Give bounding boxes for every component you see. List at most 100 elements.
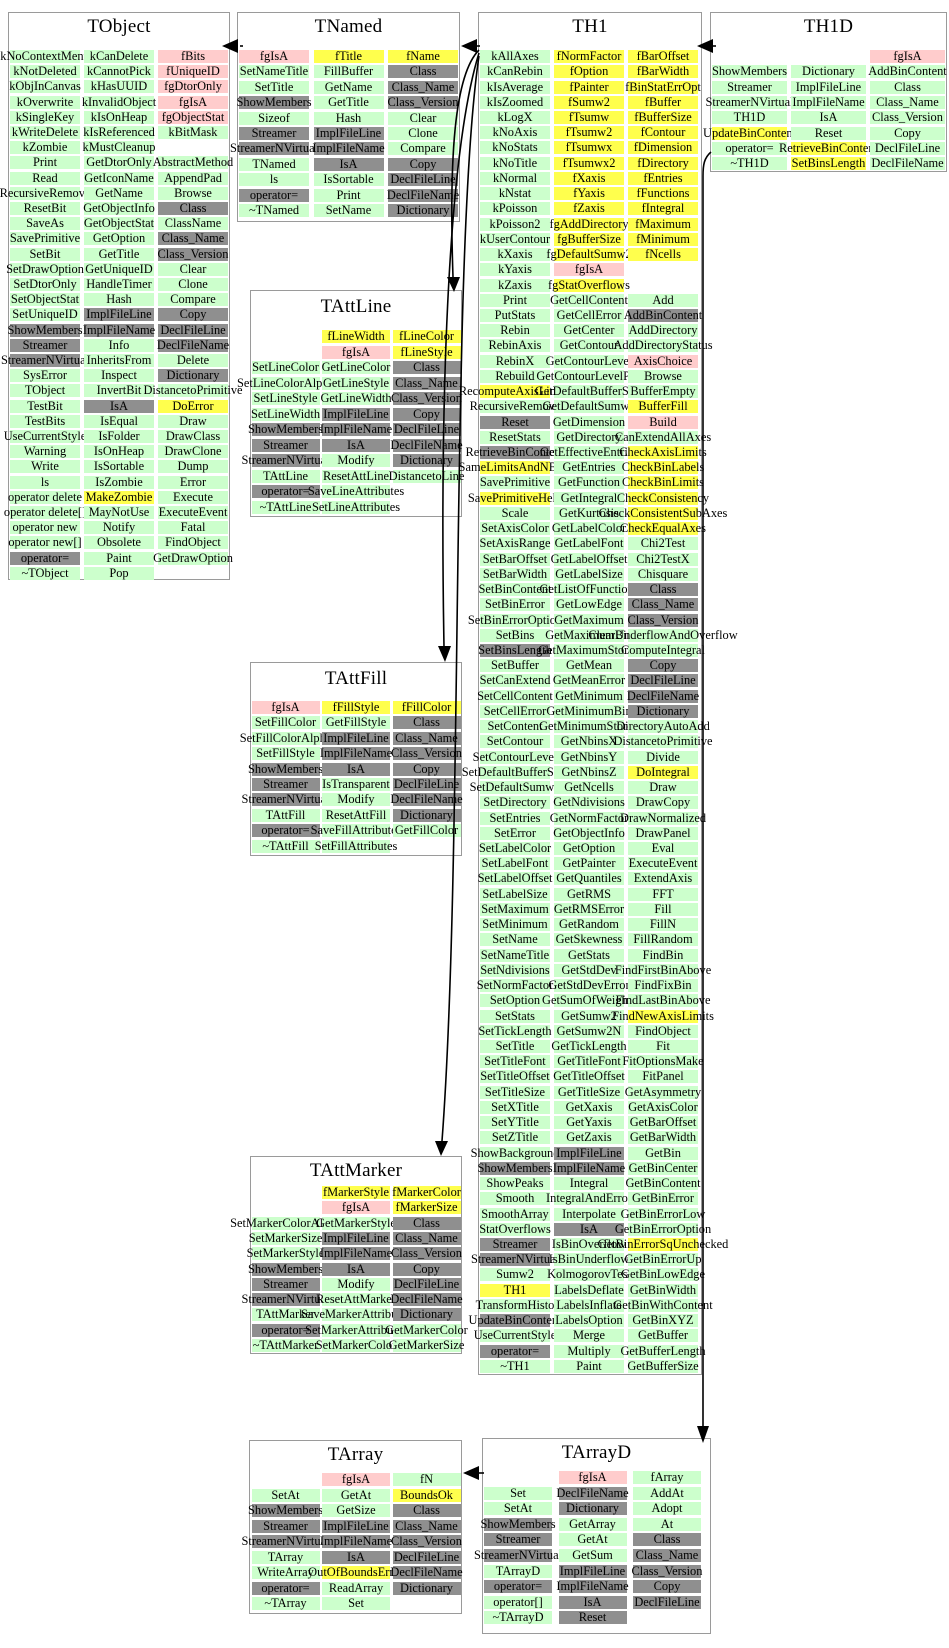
- member-cell-th1-kIsZoomed: kIsZoomed: [480, 95, 550, 109]
- member-cell-th1-SetOption: SetOption: [480, 994, 550, 1008]
- member-cell-th1-Copy: Copy: [628, 659, 698, 673]
- member-cell-th1-GetBinWithContent: GetBinWithContent: [613, 1297, 713, 1312]
- member-cell-th1-fgAddDirectory: fgAddDirectory: [549, 216, 629, 231]
- member-cell-th1-SetStats: SetStats: [480, 1009, 550, 1023]
- member-cell-tnamed-Compare: Compare: [388, 142, 458, 156]
- member-cell-tobject-Class_Version: Class_Version: [157, 246, 229, 261]
- member-cell-th1-GetMaximumBin: GetMaximumBin: [545, 627, 633, 642]
- member-cell-tobject-GetUniqueID: GetUniqueID: [84, 261, 154, 276]
- member-cell-th1-GetQuantiles: GetQuantiles: [554, 872, 624, 886]
- member-cell-th1-GetAsymmetry: GetAsymmetry: [624, 1084, 702, 1099]
- member-cell-tarray-ImplFileLine: ImplFileLine: [322, 1518, 390, 1533]
- member-cell-th1-fgDefaultSumw2: fgDefaultSumw2: [546, 247, 632, 261]
- member-cell-th1-GetBinCenter: GetBinCenter: [628, 1160, 698, 1175]
- member-cell-tarray-WriteArray: WriteArray: [251, 1566, 320, 1579]
- member-cell-tnamed-operator_: operator=: [239, 188, 309, 202]
- member-cell-th1-SetBinsLength: SetBinsLength: [478, 643, 552, 657]
- member-cell-tobject-SetObjectStat: SetObjectStat: [10, 292, 80, 307]
- member-cell-th1-fDirectory: fDirectory: [628, 156, 698, 170]
- member-cell-tattfill-GetFillColor: GetFillColor: [392, 824, 461, 838]
- member-cell-tnamed-IsA: IsA: [313, 157, 384, 171]
- member-cell-th1-GetBinContent: GetBinContent: [625, 1176, 701, 1190]
- member-cell-tobject-kNotDeleted: kNotDeleted: [10, 65, 80, 79]
- member-cell-tattmarker-SetMarkerAttributes: SetMarkerAttributes: [305, 1322, 407, 1337]
- member-cell-tobject-kZombie: kZombie: [10, 141, 80, 155]
- member-cell-th1-ExecuteEvent: ExecuteEvent: [628, 856, 698, 871]
- member-cell-tobject-Clear: Clear: [158, 262, 228, 276]
- member-cell-th1-fNcells: fNcells: [628, 248, 698, 261]
- member-cell-tobject-DeclFileLine: DeclFileLine: [158, 323, 228, 337]
- member-cell-th1-Rebin: Rebin: [480, 324, 550, 338]
- member-cell-th1-Browse: Browse: [628, 369, 698, 383]
- member-cell-th1-CheckBinLimits: CheckBinLimits: [622, 475, 704, 490]
- member-cell-tobject-Read: Read: [10, 171, 80, 185]
- member-cell-tnamed-ImplFileLine: ImplFileLine: [313, 127, 384, 140]
- member-cell-tobject-Write: Write: [10, 460, 80, 474]
- member-cell-th1-LabelsInflate: LabelsInflate: [554, 1298, 624, 1312]
- member-cell-th1-kNormal: kNormal: [480, 171, 550, 185]
- member-cell-tobject-GetTitle: GetTitle: [84, 247, 154, 261]
- member-cell-tattmarker-TAttMarker: TAttMarker: [251, 1308, 320, 1322]
- member-cell-tattline-_TAttLine: ~TAttLine: [251, 500, 320, 514]
- member-cell-th1-SetTickLength: SetTickLength: [478, 1023, 552, 1038]
- member-cell-th1-IsBinUnderflow: IsBinUnderflow: [548, 1252, 630, 1267]
- member-cell-th1-SetYTitle: SetYTitle: [480, 1116, 550, 1130]
- member-cell-tnamed-SetTitle: SetTitle: [239, 80, 309, 94]
- member-cell-th1d-Class: Class: [870, 80, 945, 94]
- member-cell-th1-GetBuffer: GetBuffer: [628, 1329, 698, 1343]
- class-title-tnamed: TNamed: [314, 16, 383, 37]
- member-cell-tobject-Hash: Hash: [84, 293, 154, 307]
- member-cell-th1-fMinimum: fMinimum: [628, 232, 698, 246]
- member-cell-tobject-TestBit: TestBit: [10, 399, 80, 413]
- member-cell-tobject-fBits: fBits: [158, 50, 228, 63]
- member-cell-tattmarker-ImplFileName: ImplFileName: [319, 1246, 393, 1261]
- member-cell-th1-kPoisson2: kPoisson2: [480, 217, 550, 231]
- member-cell-th1-SetAxisColor: SetAxisColor: [480, 521, 550, 536]
- member-cell-th1-UseCurrentStyle: UseCurrentStyle: [473, 1328, 557, 1343]
- member-cell-th1-Sumw2: Sumw2: [480, 1268, 550, 1282]
- member-cell-th1-fBarWidth: fBarWidth: [628, 65, 698, 79]
- member-cell-th1-kLogX: kLogX: [480, 110, 550, 124]
- member-cell-th1-GetNdivisions: GetNdivisions: [553, 795, 625, 810]
- member-cell-th1-FillN: FillN: [628, 918, 698, 932]
- member-cell-th1-CheckBinLabels: CheckBinLabels: [621, 460, 705, 475]
- member-cell-th1-GetDirectory: GetDirectory: [554, 430, 624, 444]
- arrowhead-th1-tnamed: [461, 39, 477, 53]
- member-cell-tobject-operator_new_: operator new[]: [8, 535, 82, 550]
- member-cell-tobject-Copy: Copy: [158, 308, 228, 322]
- member-cell-th1-GetLowEdge: GetLowEdge: [554, 597, 624, 612]
- member-cell-th1-GetMeanError: GetMeanError: [552, 673, 626, 688]
- member-cell-th1-IntegralAndError: IntegralAndError: [546, 1191, 633, 1206]
- member-cell-th1-GetNbinsY: GetNbinsY: [554, 750, 624, 764]
- member-cell-th1-Class: Class: [628, 583, 698, 597]
- member-cell-th1-ImplFileName: ImplFileName: [552, 1160, 626, 1175]
- member-cell-th1-SetDefaultBufferSize: SetDefaultBufferSize: [461, 764, 569, 779]
- member-cell-tattline-DistancetoLine: DistancetoLine: [388, 468, 465, 483]
- member-cell-th1-fMaximum: fMaximum: [628, 217, 698, 231]
- member-cell-th1-SetCellError: SetCellError: [480, 704, 550, 718]
- member-cell-tarray-Class: Class: [392, 1504, 461, 1517]
- member-cell-tattmarker-Dictionary: Dictionary: [392, 1308, 461, 1322]
- arrowhead-th1-tattfill: [438, 646, 451, 662]
- member-cell-tobject-kHasUUID: kHasUUID: [84, 80, 154, 94]
- member-cell-th1-SetBarWidth: SetBarWidth: [480, 567, 550, 581]
- member-cell-th1-GetEffectiveEntries: GetEffectiveEntries: [539, 445, 639, 459]
- member-cell-tobject-kSingleKey: kSingleKey: [10, 110, 80, 124]
- member-cell-tobject-SavePrimitive: SavePrimitive: [9, 231, 81, 246]
- member-cell-tarrayd-IsA: IsA: [558, 1595, 627, 1609]
- member-cell-th1-ImplFileLine: ImplFileLine: [554, 1146, 624, 1160]
- member-cell-th1-IsBinOverflow: IsBinOverflow: [551, 1236, 627, 1251]
- member-cell-th1-GetBinErrorLow: GetBinErrorLow: [620, 1206, 706, 1221]
- member-cell-th1-operator_: operator=: [480, 1344, 550, 1358]
- member-cell-tobject-SetDrawOption: SetDrawOption: [6, 261, 84, 276]
- member-cell-th1-GetBarWidth: GetBarWidth: [628, 1130, 698, 1145]
- member-cell-th1-DrawPanel: DrawPanel: [628, 826, 698, 840]
- member-cell-tobject-DistancetoPrimitive: DistancetoPrimitive: [143, 383, 243, 398]
- member-cell-th1-CheckAxisLimits: CheckAxisLimits: [619, 445, 707, 459]
- member-cell-tattmarker-SetMarkerColor: SetMarkerColor: [315, 1338, 397, 1352]
- member-cell-tattline-SetLineAttributes: SetLineAttributes: [311, 499, 401, 514]
- member-cell-th1-fSumw2: fSumw2: [554, 95, 624, 109]
- member-cell-th1-GetYaxis: GetYaxis: [554, 1116, 624, 1130]
- member-cell-th1-Merge: Merge: [554, 1329, 624, 1343]
